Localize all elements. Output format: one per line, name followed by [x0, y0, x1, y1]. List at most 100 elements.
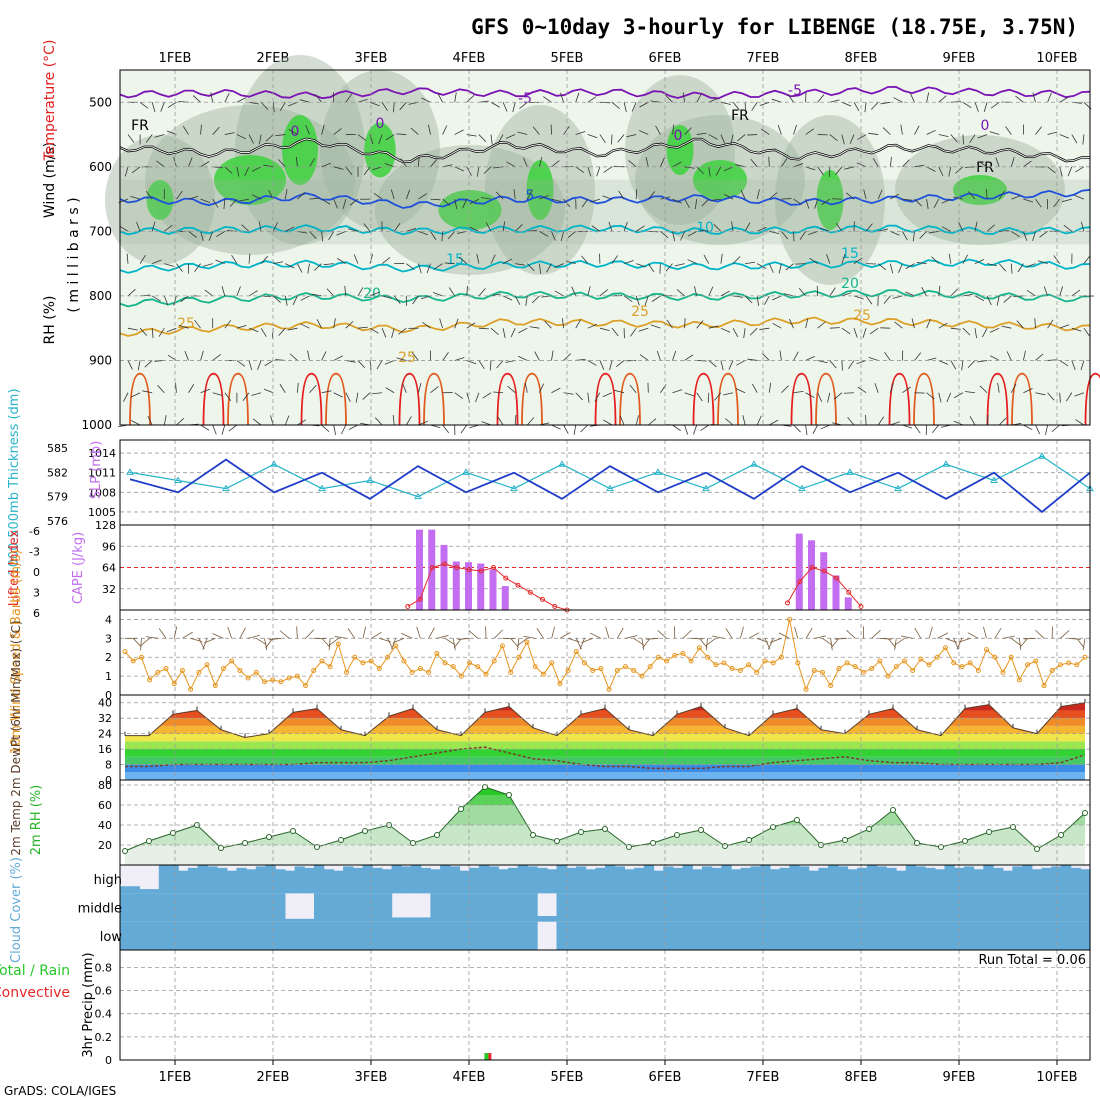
- wind-barb: [827, 392, 831, 403]
- wind-barb: [369, 291, 380, 297]
- wind-barb: [777, 124, 782, 135]
- surface-wind-barb: [778, 632, 790, 639]
- cloud-cell: [837, 866, 849, 894]
- wind-barb: [909, 93, 915, 103]
- rh-point: [722, 843, 728, 849]
- wind-speed-point: [877, 658, 883, 664]
- wind-barb: [611, 327, 619, 337]
- surface-wind-barb: [347, 628, 356, 639]
- rh-point: [794, 817, 800, 823]
- cloud-cell: [1060, 865, 1072, 894]
- wind-barb: [805, 392, 815, 398]
- wind-barb: [1059, 286, 1064, 297]
- cloud-cell: [1022, 893, 1033, 922]
- wind-barb: [490, 101, 500, 108]
- wind-barb: [932, 424, 940, 434]
- cloud-cell: [779, 867, 790, 894]
- temp-line: [125, 702, 1086, 739]
- wind-barb: [157, 385, 165, 393]
- wind-barb: [248, 327, 259, 333]
- wind-barb: [868, 356, 879, 361]
- surface-wind-barb: [691, 637, 704, 640]
- wind-barb: [544, 320, 552, 329]
- wind-barb: [284, 189, 288, 200]
- wind-barb: [381, 102, 388, 111]
- wind-barb: [369, 253, 373, 264]
- surface-wind-barb: [894, 638, 905, 646]
- cloud-cell: [372, 921, 383, 950]
- wind-barb: [200, 350, 204, 361]
- wind-barb: [315, 94, 322, 103]
- cloud-cell: [508, 867, 519, 894]
- cloud-cell: [828, 865, 839, 894]
- contour-label: 0: [291, 124, 300, 140]
- cloud-cell: [517, 921, 528, 950]
- wind-barb: [961, 360, 964, 371]
- warm-contour: [986, 372, 1009, 426]
- wind-barb: [551, 231, 556, 241]
- wind-barb: [333, 355, 343, 361]
- surface-wind-barb: [132, 638, 142, 648]
- cloud-cell: [420, 917, 431, 922]
- cloud-cell: [178, 893, 189, 922]
- cloud-cell: [566, 867, 577, 894]
- rh-green-region: [666, 125, 694, 175]
- wind-barb: [635, 415, 640, 426]
- cloud-cell: [381, 893, 393, 922]
- wind-barb: [184, 350, 189, 361]
- wind-barb: [373, 192, 383, 200]
- wind-barb: [878, 228, 888, 232]
- surface-wind-barb: [401, 632, 413, 639]
- isotherm-line: [119, 188, 1091, 209]
- wind-barb: [676, 289, 685, 297]
- slp-thickness-panel: [126, 452, 1094, 514]
- wind-barb: [863, 189, 867, 200]
- cloud-cell: [1002, 921, 1013, 950]
- cape-bar: [489, 569, 497, 610]
- warm-contour: [913, 372, 935, 426]
- wind-speed-point: [253, 669, 259, 675]
- wind-barb: [420, 295, 431, 300]
- wind-barb: [229, 198, 238, 207]
- wind-barb: [889, 263, 894, 274]
- rh-background: [120, 70, 1090, 425]
- cloud-cell: [488, 893, 499, 922]
- wind-barb: [687, 231, 697, 237]
- wind-barb: [587, 134, 598, 139]
- rh-point: [650, 840, 656, 846]
- cloud-cell: [478, 921, 490, 950]
- wind-barb: [482, 392, 492, 399]
- wind-barb: [616, 360, 625, 368]
- wind-barb: [483, 166, 492, 175]
- cape-bar: [501, 586, 509, 610]
- slp-tick-label: 1014: [88, 447, 116, 460]
- isotherm-line: [119, 289, 1091, 308]
- thickness-point: [846, 468, 854, 475]
- wind-barb: [176, 190, 183, 200]
- wind-barb: [635, 189, 638, 200]
- wind-barb: [865, 223, 873, 232]
- cloud-cell: [362, 865, 373, 894]
- wind-barb: [385, 387, 395, 394]
- wind-barb: [514, 414, 517, 426]
- cloud-cell: [1041, 893, 1052, 922]
- wind-barb: [902, 159, 910, 168]
- wind-barb: [369, 327, 379, 334]
- panel-border: [119, 69, 1091, 426]
- surface-wind-barb: [212, 633, 224, 639]
- wind-barb: [950, 360, 957, 370]
- lifted-index-point: [405, 603, 411, 609]
- surface-wind-barb: [493, 629, 503, 639]
- contour-label: 15: [841, 246, 859, 262]
- lifted-index-point: [417, 596, 423, 602]
- wind-barb: [151, 102, 156, 112]
- wind-barb: [490, 254, 496, 264]
- wind-barb: [599, 327, 610, 331]
- wind-barb: [581, 255, 589, 264]
- cloud-cell: [1080, 893, 1091, 922]
- wind-barb: [123, 392, 129, 402]
- wind-speed-point: [179, 667, 185, 673]
- wind-speed-point: [467, 660, 473, 666]
- wind-barb: [428, 124, 431, 135]
- thickness-point: [1038, 452, 1046, 459]
